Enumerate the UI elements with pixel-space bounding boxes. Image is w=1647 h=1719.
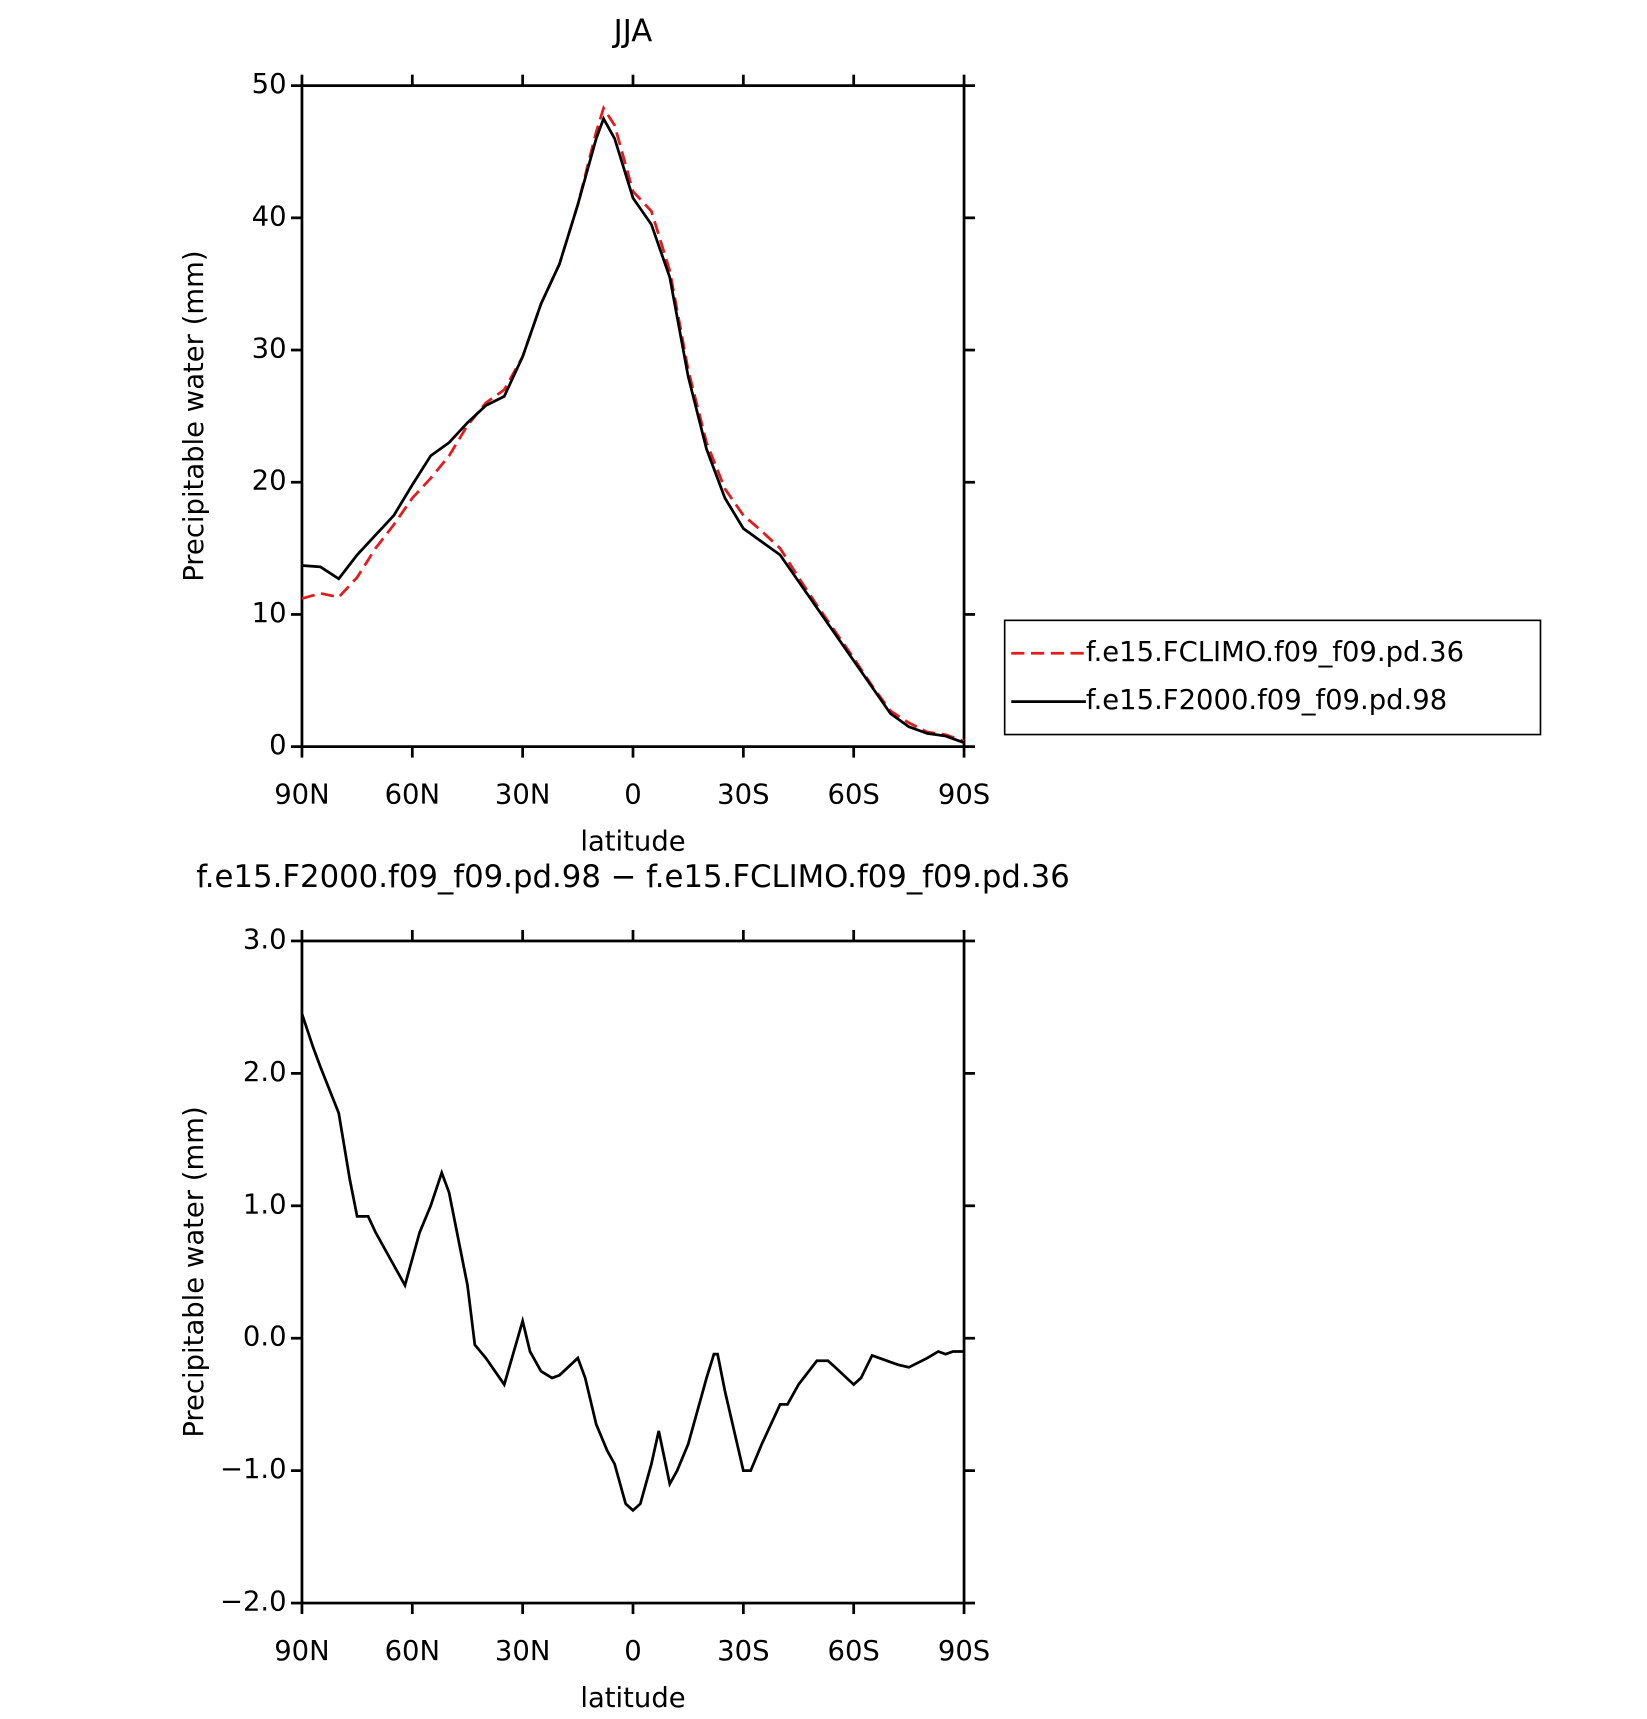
x-axis-label: latitude	[580, 1683, 685, 1714]
chart-title: JJA	[612, 13, 653, 49]
x-tick-label: 60S	[828, 1636, 880, 1667]
y-axis-label: Precipitable water (mm)	[179, 250, 210, 581]
x-tick-label: 90N	[274, 780, 329, 811]
y-tick-label: −2.0	[220, 1587, 287, 1618]
x-tick-label: 30S	[717, 780, 769, 811]
data-line	[301, 115, 965, 744]
x-tick-label: 30N	[495, 780, 550, 811]
x-tick-label: 90S	[938, 780, 990, 811]
plot-frame	[300, 84, 966, 748]
y-axis-label: Precipitable water (mm)	[179, 1106, 210, 1437]
x-tick-label: 60N	[385, 1636, 440, 1667]
y-tick-label: −1.0	[220, 1454, 287, 1485]
x-tick-label: 0	[624, 1636, 641, 1667]
data-line	[300, 1013, 965, 1513]
data-line	[301, 104, 965, 743]
plot-frame	[300, 939, 966, 1605]
x-tick-label: 30N	[495, 1636, 550, 1667]
chart-title: f.e15.F2000.f09_f09.pd.98 − f.e15.FCLIMO…	[196, 859, 1070, 895]
x-tick-label: 60S	[828, 780, 880, 811]
y-tick-label: 10	[252, 598, 287, 629]
y-tick-label: 0	[269, 730, 286, 761]
y-tick-label: 30	[252, 334, 287, 365]
x-tick-label: 90S	[938, 1636, 990, 1667]
x-tick-label: 30S	[717, 1636, 769, 1667]
y-tick-label: 3.0	[243, 924, 287, 955]
x-tick-label: 90N	[274, 1636, 329, 1667]
legend-label: f.e15.FCLIMO.f09_f09.pd.36	[1086, 637, 1464, 668]
legend-box	[1003, 619, 1542, 736]
y-tick-label: 50	[252, 69, 287, 100]
y-tick-label: 20	[252, 466, 287, 497]
y-tick-label: 40	[252, 201, 287, 232]
y-tick-label: 0.0	[243, 1322, 287, 1353]
x-axis-label: latitude	[580, 827, 685, 858]
y-tick-label: 2.0	[243, 1057, 287, 1088]
x-tick-label: 60N	[385, 780, 440, 811]
x-tick-label: 0	[624, 780, 641, 811]
legend-label: f.e15.F2000.f09_f09.pd.98	[1086, 685, 1447, 716]
y-tick-label: 1.0	[243, 1189, 287, 1220]
